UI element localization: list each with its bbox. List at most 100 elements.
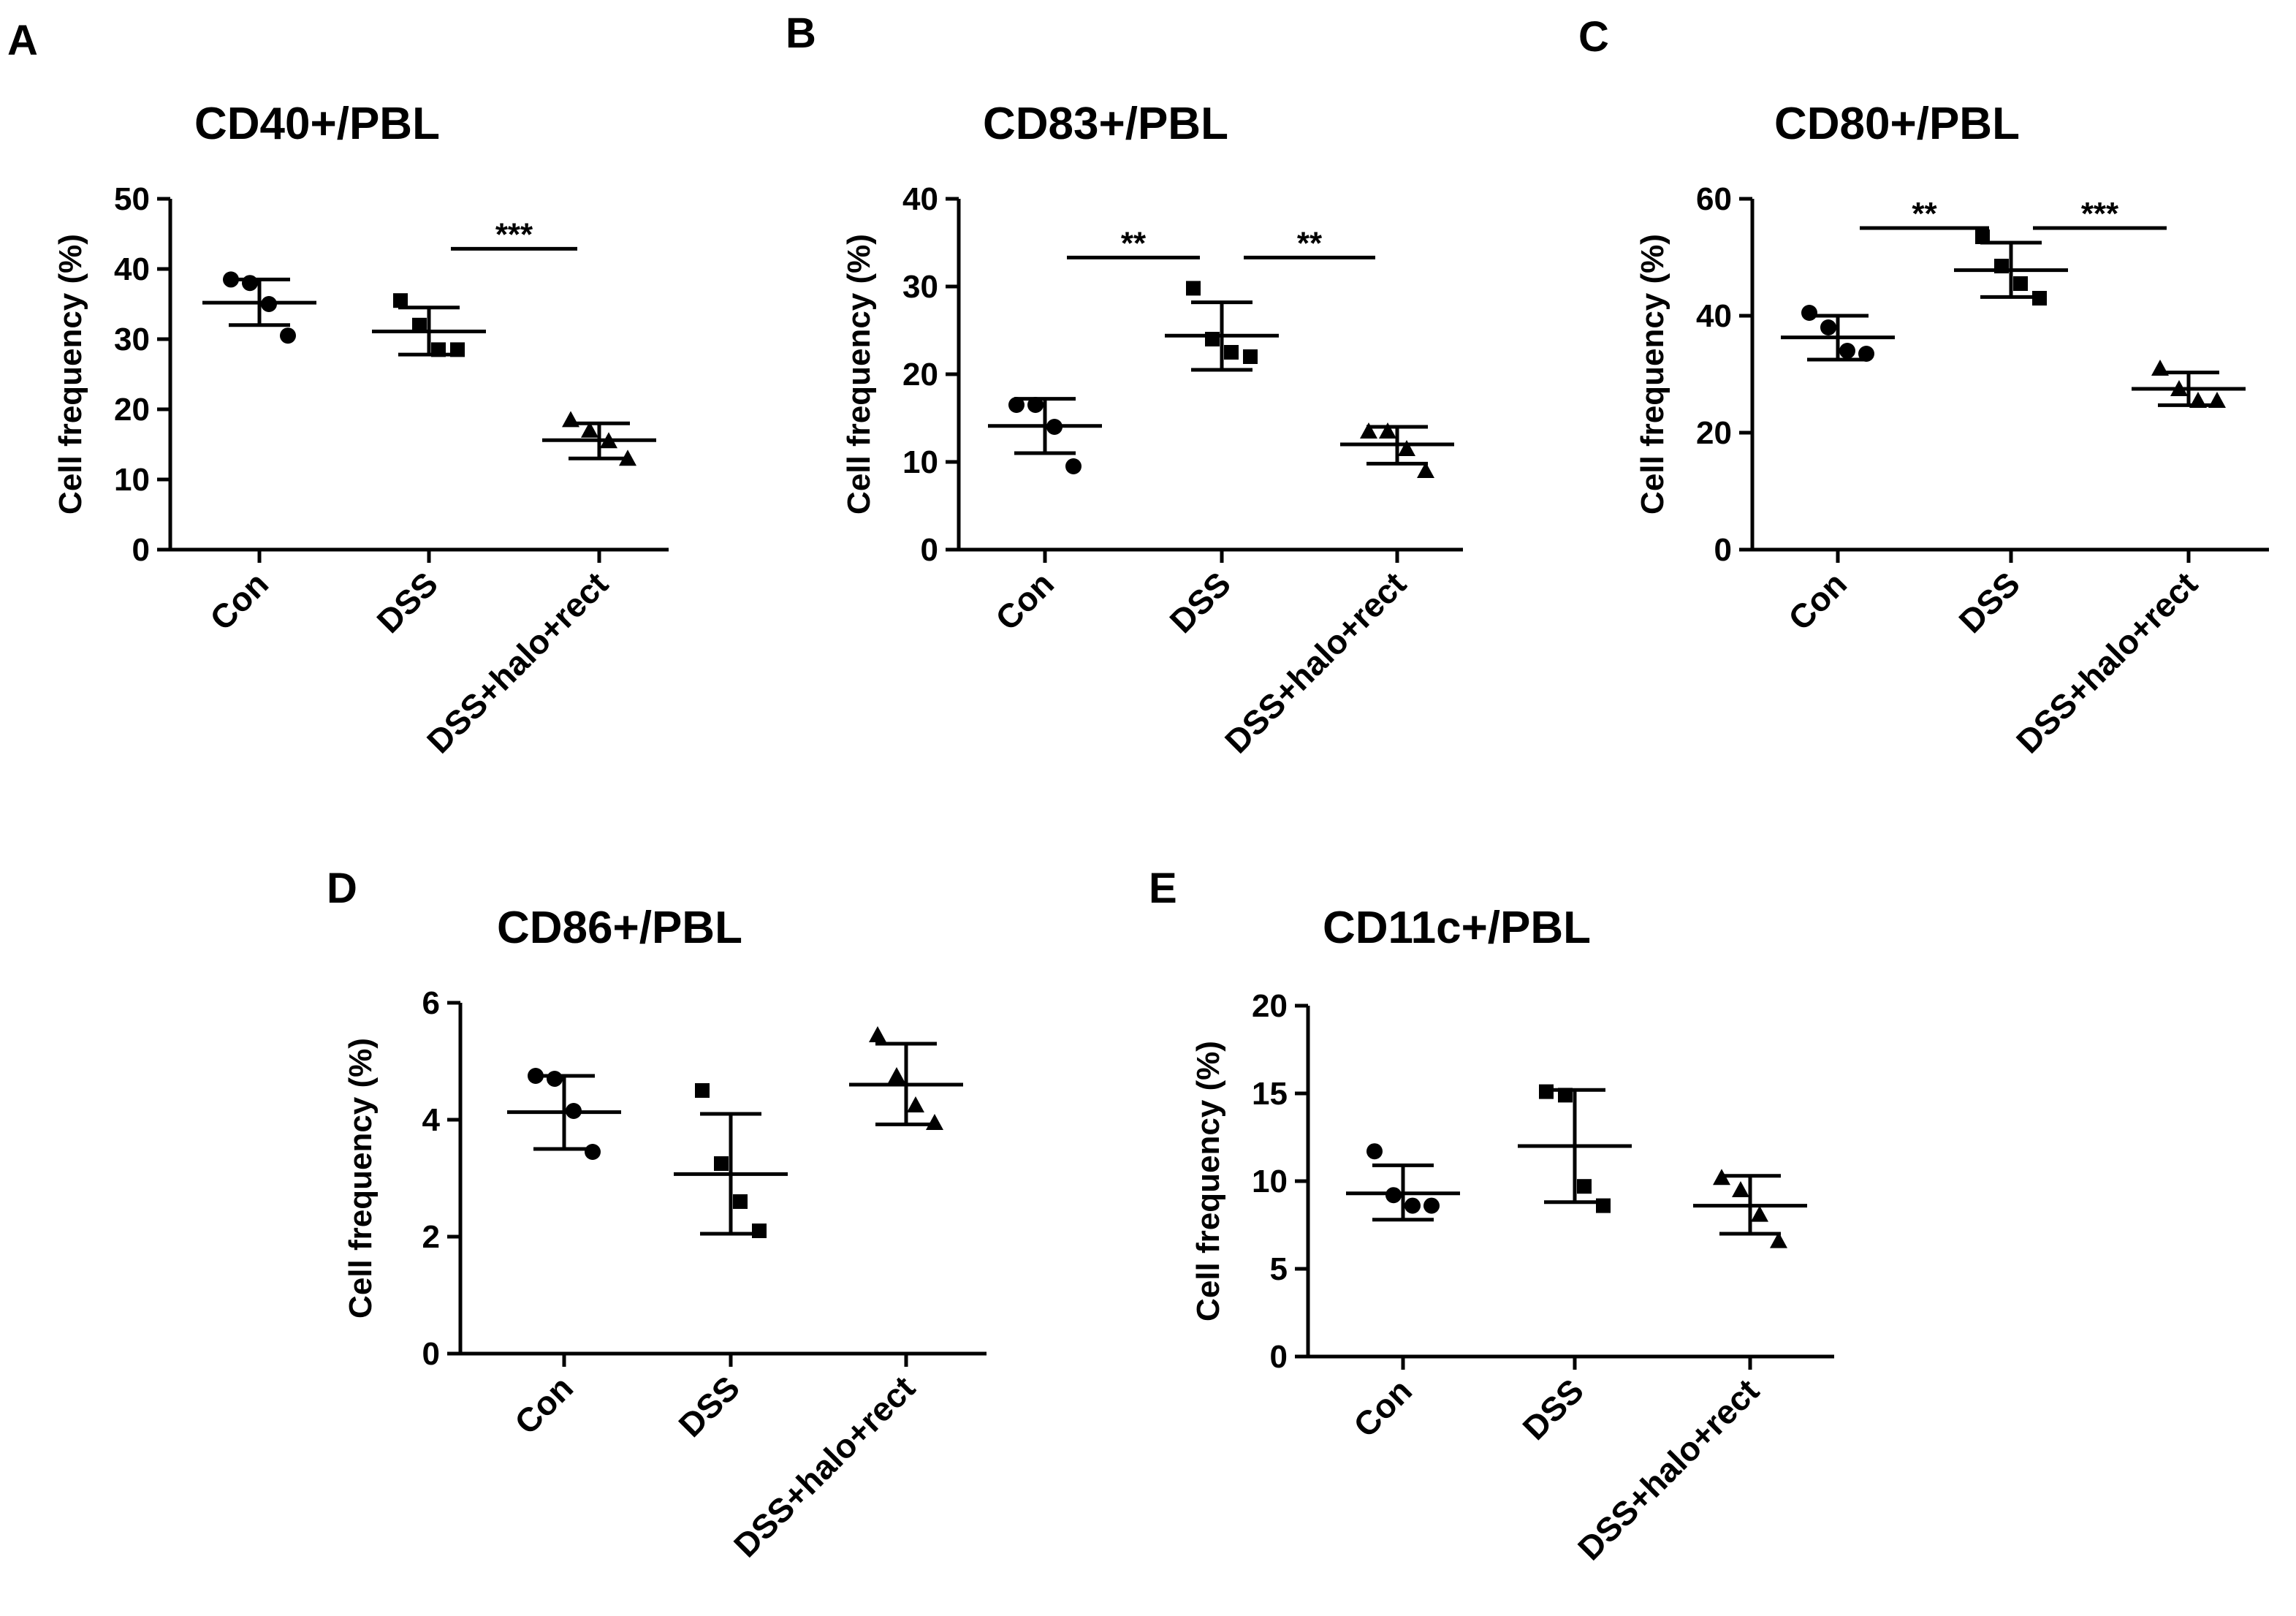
data-point-square [1558,1088,1573,1103]
x-tick-label: DSS [1515,1371,1591,1447]
chart-title: CD80+/PBL [1774,99,2020,149]
significance-label: *** [495,216,533,252]
y-axis-label: Cell frequency (%) [841,234,877,515]
data-point-triangle [2151,360,2169,376]
data-point-circle [1858,346,1874,362]
data-point-triangle [907,1096,924,1112]
data-point-square [2013,276,2028,291]
x-tick-label: Con [202,564,275,637]
data-point-square [1994,259,2009,273]
x-tick-label: Con [988,564,1061,637]
y-tick-label: 40 [114,251,150,287]
panel-letter: C [1578,13,1609,61]
group-dss-halo-rect [1340,422,1454,478]
x-tick-label: DSS [369,564,445,640]
group-con [202,271,316,344]
data-point-circle [223,271,239,288]
data-point-circle [242,275,258,292]
data-point-square [1577,1179,1592,1194]
chart-title: CD83+/PBL [983,99,1228,149]
data-point-circle [1820,319,1836,335]
data-point-triangle [619,449,636,466]
data-point-circle [1366,1143,1383,1160]
data-point-circle [547,1071,563,1087]
data-point-square [2032,291,2047,306]
data-point-circle [528,1068,544,1084]
x-tick-label: DSS+halo+rect [419,564,615,760]
x-tick-label: Con [1346,1371,1419,1444]
x-tick-label: DSS [671,1368,747,1444]
y-tick-label: 6 [422,985,440,1021]
y-tick-label: 20 [902,357,938,392]
data-point-circle [1008,397,1025,413]
chart-title: CD86+/PBL [497,903,742,953]
group-dss-halo-rect [849,1026,963,1130]
data-point-square [393,293,408,308]
y-axis-label: Cell frequency (%) [1190,1041,1226,1321]
y-tick-label: 0 [1270,1339,1288,1375]
panel-letter: B [786,10,816,57]
y-axis-label: Cell frequency (%) [53,234,88,515]
data-point-square [1243,349,1258,364]
y-tick-label: 20 [114,392,150,428]
data-point-triangle [1751,1205,1768,1222]
y-tick-label: 0 [132,532,150,568]
y-tick-label: 10 [114,462,150,498]
y-tick-label: 4 [422,1102,441,1138]
group-dss [674,1083,788,1238]
panel-a: A CD40+/PBL Cell frequency (%) 0 10 20 30 40 50 C… [7,17,669,760]
significance-label: ** [1912,196,1937,232]
data-point-circle [1046,419,1063,435]
group-con [1346,1143,1460,1222]
data-point-triangle [2170,380,2188,396]
x-tick-label: DSS+halo+rect [2009,564,2205,760]
group-dss-halo-rect [2132,360,2246,408]
chart-title: CD11c+/PBL [1323,903,1591,953]
y-tick-label: 40 [902,181,938,217]
data-point-triangle [2208,392,2226,408]
group-con [1781,305,1895,362]
data-point-square [695,1083,710,1098]
data-point-square [1596,1198,1611,1213]
group-dss [372,293,486,357]
data-point-triangle [581,421,598,438]
data-point-triangle [2189,392,2207,408]
data-point-circle [261,296,277,312]
y-tick-label: 30 [902,269,938,305]
data-point-triangle [562,411,579,428]
data-point-square [412,317,427,333]
y-tick-label: 50 [114,181,150,217]
x-tick-label: DSS [1951,564,2027,640]
y-tick-label: 20 [1696,415,1732,451]
group-dss [1954,229,2068,306]
y-tick-label: 40 [1696,298,1732,334]
data-point-square [450,342,465,357]
y-tick-label: 0 [1714,532,1732,568]
x-tick-label: DSS [1162,564,1238,640]
data-point-circle [566,1103,582,1119]
data-point-circle [1801,305,1817,321]
x-tick-label: DSS+halo+rect [726,1368,922,1564]
y-tick-label: 2 [422,1219,440,1255]
significance-label: ** [1121,225,1147,261]
y-tick-label: 15 [1252,1076,1288,1112]
data-point-circle [1027,397,1044,413]
group-con [507,1068,621,1160]
data-point-circle [1423,1197,1440,1214]
panel-e: E CD11c+/PBL Cell frequency (%) 0 5 10 15 20 Con… [1149,865,1834,1567]
y-tick-label: 5 [1270,1251,1288,1287]
data-point-triangle [1417,462,1434,478]
y-tick-label: 20 [1252,988,1288,1024]
significance-label: ** [1297,225,1323,261]
data-point-circle [1839,343,1855,359]
significance-label: *** [2081,196,2119,232]
panel-b: B CD83+/PBL Cell frequency (%) 0 10 20 30 40 Con… [786,10,1463,760]
data-point-circle [1385,1187,1402,1204]
data-point-triangle [600,432,617,449]
data-point-square [1975,229,1990,244]
data-point-square [1186,281,1201,296]
chart-title: CD40+/PBL [194,99,440,149]
group-dss-halo-rect [542,411,656,466]
data-point-square [1539,1084,1554,1099]
